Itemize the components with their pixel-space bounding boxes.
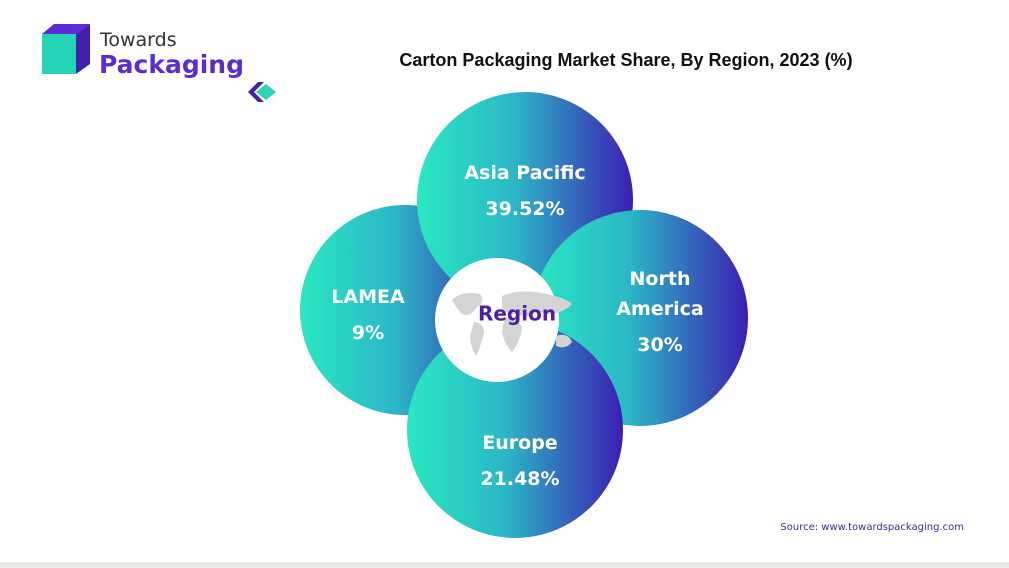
region-label-group: Asia Pacific 39.52% — [440, 158, 610, 224]
region-name: Europe — [482, 432, 558, 454]
source: Source: www.towardspackaging.com — [780, 522, 964, 533]
center-label: Region — [478, 302, 556, 326]
region-value: 30% — [637, 334, 683, 356]
region-name: Asia Pacific — [464, 162, 586, 184]
region-circle — [407, 322, 623, 538]
region-value: 9% — [351, 322, 385, 344]
region-name: North America — [616, 268, 704, 320]
circles — [300, 92, 748, 538]
brand-top: Towards — [99, 29, 177, 51]
brand-bottom: Packaging — [99, 50, 244, 79]
title: Carton Packaging Market Share, By Region… — [399, 50, 852, 70]
center-circle — [435, 258, 559, 382]
logo-icon — [42, 24, 90, 74]
region-label-group: LAMEA 9% — [313, 282, 423, 348]
region-value: 39.52% — [485, 198, 565, 220]
region-label-group: Europe 21.48% — [435, 428, 605, 494]
diamond — [256, 84, 276, 100]
region-label-group: North America 30% — [605, 264, 715, 360]
region-value: 21.48% — [480, 468, 560, 490]
chevron — [248, 82, 264, 102]
world-map — [452, 291, 572, 356]
region-name: LAMEA — [331, 286, 405, 308]
bottom-band — [0, 562, 1009, 568]
